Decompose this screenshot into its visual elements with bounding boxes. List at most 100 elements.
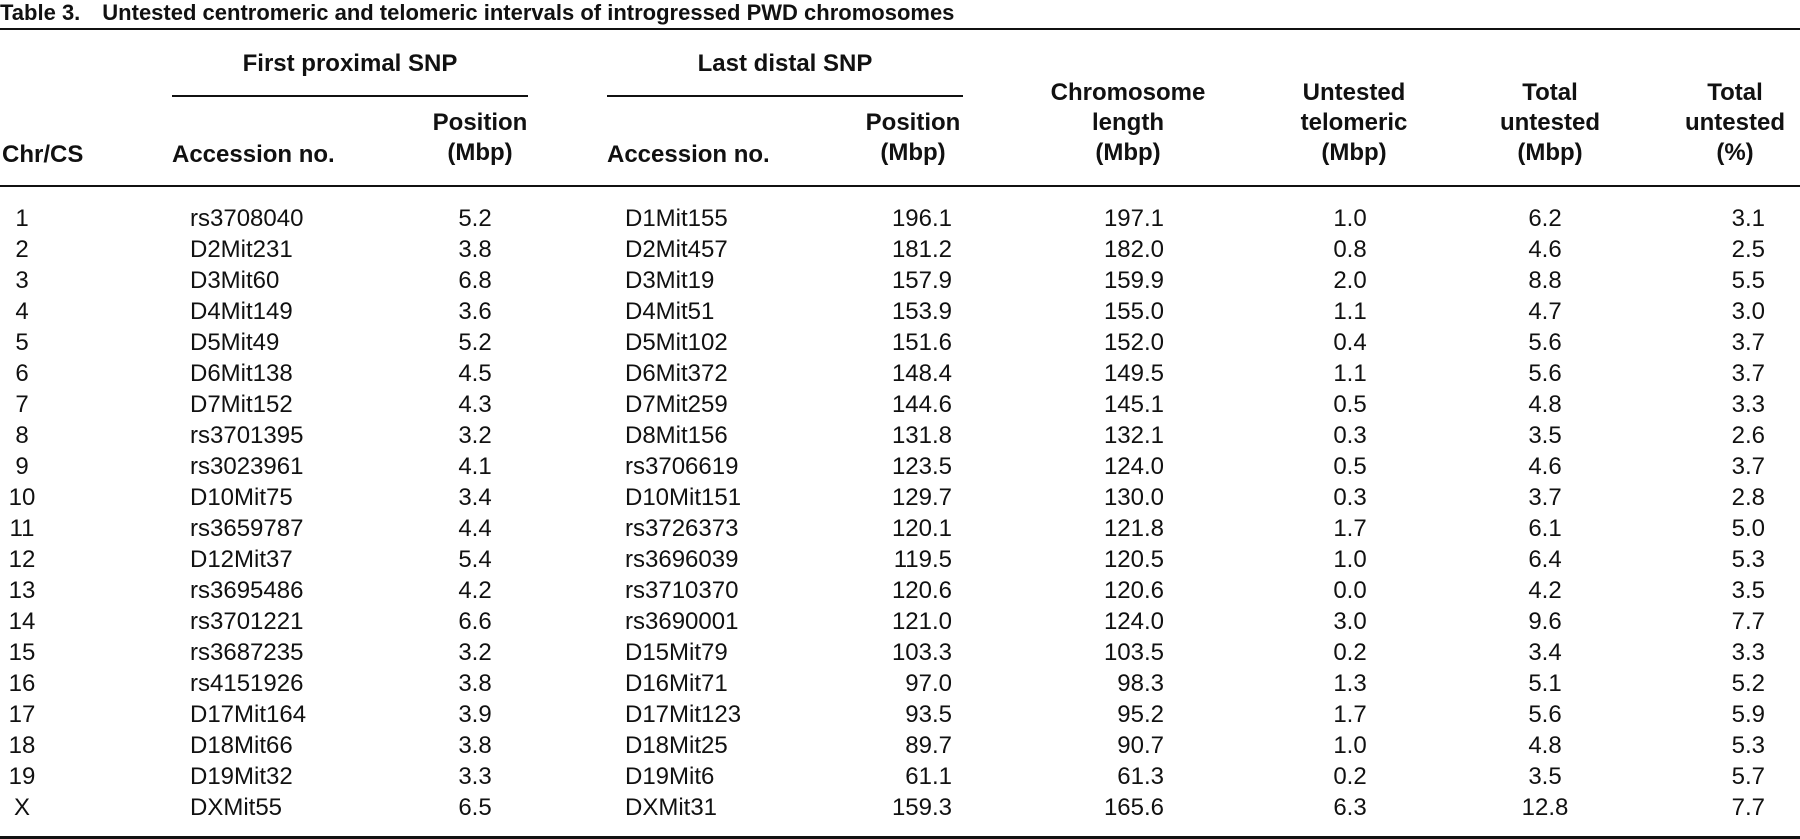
cell-chromosome-length: 61.3 (1117, 763, 1164, 790)
cell-chr: 16 (8, 670, 36, 697)
cell-position-last: 196.1 (891, 205, 952, 232)
table-row: 10 D10Mit75 3.4 D10Mit151 129.7 130.0 0.3 3.7 2.… (0, 482, 1800, 513)
table-row: 2 D2Mit231 3.8 D2Mit457 181.2 182.0 0.8 4.6 2.5 (0, 234, 1800, 265)
cell-chr: 19 (8, 763, 36, 790)
cell-accession-first: D17Mit164 (190, 701, 307, 728)
table-row: 6 D6Mit138 4.5 D6Mit372 148.4 149.5 1.1 5.6 3.7 (0, 358, 1800, 389)
cell-position-last: 157.9 (891, 267, 952, 294)
header-line: Total (1522, 79, 1578, 106)
table-row: 8 rs3701395 3.2 D8Mit156 131.8 132.1 0.3 3.5 2.6 (0, 420, 1800, 451)
cell-total-untested-percent: 2.8 (1731, 484, 1765, 511)
table-row: 15 rs3687235 3.2 D15Mit79 103.3 103.5 0.2 3.4 3.… (0, 637, 1800, 668)
cell-total-untested-mbp: 4.2 (1528, 577, 1562, 604)
cell-chromosome-length: 159.9 (1103, 267, 1164, 294)
header-line: (Mbp) (1517, 139, 1583, 166)
cell-accession-last: rs3690001 (625, 608, 739, 635)
group-rule-first (172, 95, 528, 97)
cell-chr: 2 (15, 236, 29, 263)
cell-chromosome-length: 165.6 (1103, 794, 1164, 821)
cell-position-first: 3.2 (458, 422, 492, 449)
cell-position-last: 151.6 (891, 329, 952, 356)
cell-total-untested-mbp: 3.7 (1528, 484, 1562, 511)
table-row: 4 D4Mit149 3.6 D4Mit51 153.9 155.0 1.1 4.7 3.0 (0, 296, 1800, 327)
cell-accession-last: D7Mit259 (625, 391, 728, 418)
header-rule (0, 185, 1800, 187)
cell-chr: 5 (15, 329, 29, 356)
cell-chr: 8 (15, 422, 29, 449)
cell-accession-first: D2Mit231 (190, 236, 293, 263)
cell-untested-telomeric: 0.8 (1333, 236, 1367, 263)
cell-chr: 6 (15, 360, 29, 387)
cell-total-untested-mbp: 5.6 (1528, 360, 1562, 387)
cell-chromosome-length: 124.0 (1103, 608, 1164, 635)
header-accession-last: Accession no. (607, 141, 770, 168)
table-row: 19 D19Mit32 3.3 D19Mit6 61.1 61.3 0.2 3.5 5.7 (0, 761, 1800, 792)
cell-position-first: 4.2 (458, 577, 492, 604)
cell-accession-first: D6Mit138 (190, 360, 293, 387)
cell-chr: 17 (8, 701, 36, 728)
cell-total-untested-percent: 2.6 (1731, 422, 1765, 449)
cell-total-untested-percent: 5.5 (1731, 267, 1765, 294)
header-untested-telomeric: Untested telomeric (Mbp) (1264, 78, 1444, 168)
cell-position-last: 120.6 (891, 577, 952, 604)
table-row: 1 rs3708040 5.2 D1Mit155 196.1 197.1 1.0 6.2 3.1 (0, 203, 1800, 234)
cell-accession-last: D5Mit102 (625, 329, 728, 356)
header-line: Untested (1302, 79, 1406, 106)
header-chromosome-length: Chromosome length (Mbp) (1028, 78, 1228, 168)
header-line: (Mbp) (1095, 139, 1161, 166)
cell-chromosome-length: 90.7 (1117, 732, 1164, 759)
cell-total-untested-mbp: 4.8 (1528, 391, 1562, 418)
cell-total-untested-percent: 5.3 (1731, 546, 1765, 573)
cell-accession-first: D10Mit75 (190, 484, 293, 511)
cell-position-last: 129.7 (891, 484, 952, 511)
cell-chr: 11 (9, 515, 35, 542)
cell-total-untested-percent: 7.7 (1731, 794, 1765, 821)
cell-position-first: 5.2 (458, 205, 492, 232)
table-label: Table 3. (0, 0, 81, 25)
table-row: 17 D17Mit164 3.9 D17Mit123 93.5 95.2 1.7 5.6 5.9 (0, 699, 1800, 730)
table-title: Untested centromeric and telomeric inter… (102, 0, 955, 25)
table-row: X DXMit55 6.5 DXMit31 159.3 165.6 6.3 12.8 7.7 (0, 792, 1800, 823)
cell-accession-last: D15Mit79 (625, 639, 728, 666)
cell-accession-last: rs3696039 (625, 546, 739, 573)
cell-accession-first: D19Mit32 (190, 763, 293, 790)
cell-chromosome-length: 98.3 (1117, 670, 1164, 697)
top-rule (0, 28, 1800, 30)
cell-untested-telomeric: 0.2 (1333, 639, 1367, 666)
bottom-rule (0, 836, 1800, 839)
header-position-last: Position (Mbp) (838, 108, 988, 168)
cell-total-untested-percent: 3.3 (1731, 391, 1765, 418)
cell-position-first: 4.1 (458, 453, 492, 480)
cell-accession-last: D4Mit51 (625, 298, 715, 325)
cell-total-untested-mbp: 4.6 (1528, 236, 1562, 263)
cell-accession-first: rs3659787 (190, 515, 304, 542)
cell-chromosome-length: 120.6 (1103, 577, 1164, 604)
cell-total-untested-percent: 5.2 (1731, 670, 1765, 697)
cell-position-last: 181.2 (891, 236, 952, 263)
cell-chr: 14 (8, 608, 36, 635)
cell-total-untested-mbp: 6.1 (1528, 515, 1562, 542)
cell-total-untested-mbp: 5.1 (1528, 670, 1562, 697)
cell-total-untested-percent: 5.9 (1731, 701, 1765, 728)
cell-total-untested-mbp: 9.6 (1528, 608, 1562, 635)
cell-chr: 7 (15, 391, 29, 418)
cell-total-untested-percent: 3.0 (1731, 298, 1765, 325)
cell-accession-first: D3Mit60 (190, 267, 280, 294)
cell-accession-first: rs3687235 (190, 639, 304, 666)
cell-chromosome-length: 124.0 (1103, 453, 1164, 480)
cell-chromosome-length: 182.0 (1103, 236, 1164, 263)
header-chr-cs: Chr/CS (2, 141, 84, 168)
cell-chromosome-length: 120.5 (1103, 546, 1164, 573)
table-row: 14 rs3701221 6.6 rs3690001 121.0 124.0 3.0 9.6 7… (0, 606, 1800, 637)
cell-position-first: 3.6 (458, 298, 492, 325)
cell-total-untested-mbp: 8.8 (1528, 267, 1562, 294)
cell-accession-last: D8Mit156 (625, 422, 728, 449)
cell-total-untested-mbp: 4.8 (1528, 732, 1562, 759)
cell-position-first: 5.2 (458, 329, 492, 356)
header-accession-first: Accession no. (172, 141, 335, 168)
table-row: 12 D12Mit37 5.4 rs3696039 119.5 120.5 1.0 6.4 5.… (0, 544, 1800, 575)
group-header-first-proximal-snp: First proximal SNP (242, 50, 458, 77)
cell-accession-first: rs3023961 (190, 453, 304, 480)
cell-accession-first: DXMit55 (190, 794, 283, 821)
cell-accession-first: rs3695486 (190, 577, 304, 604)
